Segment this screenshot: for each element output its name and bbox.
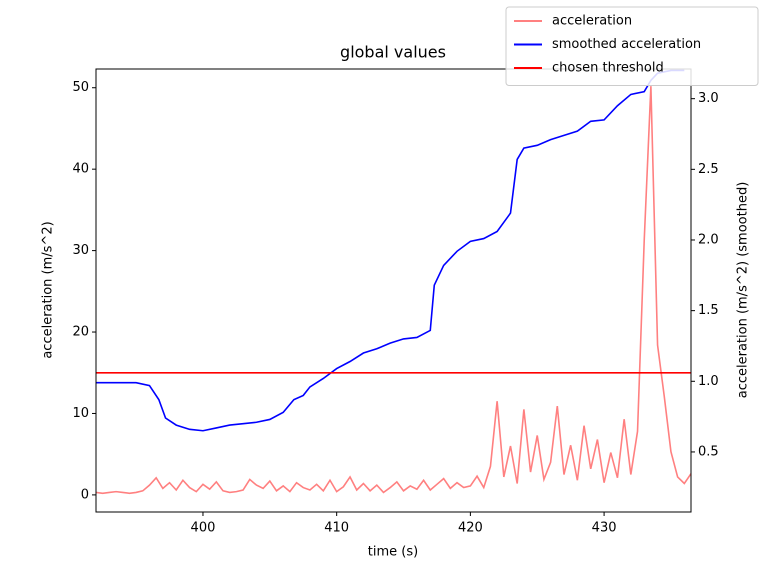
y2-tick-label: 2.5 xyxy=(698,162,719,177)
y-tick-label: 30 xyxy=(72,243,89,258)
legend-label: chosen threshold xyxy=(552,61,664,76)
x-axis-label: time (s) xyxy=(368,545,418,560)
legend-label: smoothed acceleration xyxy=(552,37,701,52)
series-line xyxy=(96,86,691,495)
y-tick-label: 40 xyxy=(72,162,89,177)
y-tick-label: 20 xyxy=(72,325,89,340)
y-axis-label: acceleration (m/s^2) xyxy=(41,221,56,358)
y2-tick-label: 3.0 xyxy=(698,91,719,106)
chart-title: global values xyxy=(340,43,446,62)
x-tick-label: 430 xyxy=(592,521,617,536)
y2-tick-label: 1.0 xyxy=(698,374,719,389)
plot-frame xyxy=(95,68,692,513)
y2-tick-label: 2.0 xyxy=(698,232,719,247)
legend-box xyxy=(505,6,759,86)
series-line xyxy=(96,69,685,432)
y-tick-label: 50 xyxy=(72,80,89,95)
y2-axis-label: acceleration (m/s^2) (smoothed) xyxy=(736,182,751,399)
y-tick-label: 10 xyxy=(72,406,89,421)
x-tick-label: 410 xyxy=(324,521,349,536)
x-tick-label: 420 xyxy=(458,521,483,536)
y2-tick-label: 0.5 xyxy=(698,444,719,459)
y-tick-label: 0 xyxy=(81,487,89,502)
y2-tick-label: 1.5 xyxy=(698,303,719,318)
legend-label: acceleration xyxy=(552,14,632,29)
x-tick-label: 400 xyxy=(191,521,216,536)
